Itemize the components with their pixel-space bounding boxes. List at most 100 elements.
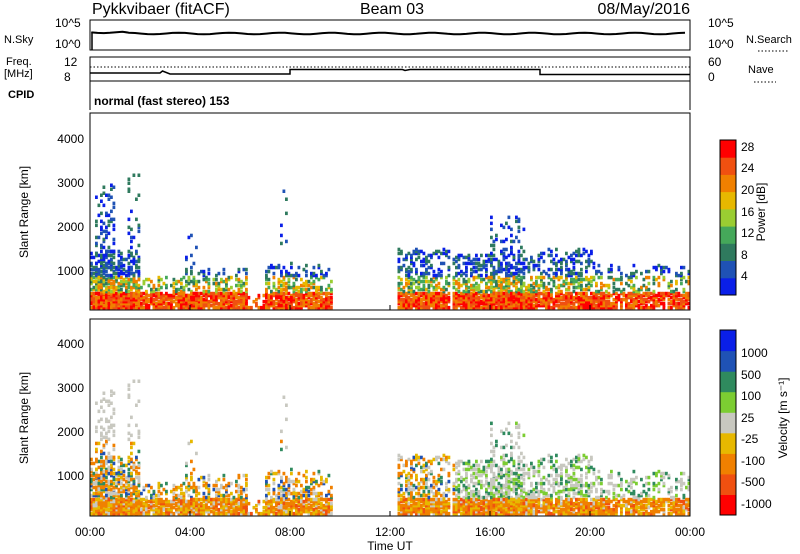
velocity-cell	[107, 451, 111, 456]
power-cell	[137, 225, 141, 230]
power-cell	[522, 227, 526, 232]
velocity-cell	[177, 497, 181, 502]
power-cell	[430, 291, 433, 296]
power-cell	[662, 301, 666, 306]
velocity-cell	[425, 497, 428, 502]
power-cell	[572, 295, 576, 300]
velocity-cell	[115, 499, 118, 504]
velocity-cell	[245, 509, 248, 514]
power-cell	[190, 293, 193, 298]
velocity-cell	[97, 489, 101, 494]
velocity-cell	[317, 511, 321, 516]
power-cell	[90, 271, 93, 276]
power-cell	[577, 271, 581, 276]
power-cell	[230, 297, 233, 302]
power-cell	[607, 299, 611, 304]
power-cell	[127, 269, 131, 274]
power-cell	[102, 293, 106, 298]
velocity-cell	[105, 507, 108, 512]
power-cell	[472, 283, 476, 288]
velocity-cell	[115, 485, 118, 490]
power-cell	[585, 297, 588, 302]
velocity-cell	[407, 495, 411, 500]
power-cell	[505, 295, 508, 300]
power-cell	[92, 293, 96, 298]
power-cell	[397, 299, 401, 304]
velocity-cell	[300, 507, 303, 512]
velocity-cell	[435, 479, 438, 484]
power-cell	[92, 265, 96, 270]
power-cell	[500, 291, 503, 296]
velocity-cell	[397, 487, 401, 492]
power-cell	[280, 279, 283, 284]
velocity-cell	[427, 495, 431, 500]
power-cell	[432, 295, 436, 300]
power-cell	[505, 301, 508, 306]
power-cell	[585, 295, 588, 300]
power-cell	[585, 249, 588, 254]
power-cell	[402, 293, 406, 298]
velocity-cell	[110, 463, 113, 468]
power-cell	[427, 253, 431, 258]
power-cell	[687, 271, 691, 276]
velocity-cell	[137, 503, 141, 508]
velocity-cell	[90, 501, 93, 506]
velocity-cell	[100, 495, 103, 500]
velocity-cell	[130, 465, 133, 470]
power-cell	[515, 215, 518, 220]
power-cell	[492, 297, 496, 302]
power-cell	[497, 275, 501, 280]
velocity-cell	[415, 453, 418, 458]
velocity-cell	[227, 493, 231, 498]
velocity-cell	[97, 473, 101, 478]
velocity-cell	[135, 505, 138, 510]
power-cell	[607, 291, 611, 296]
power-cell	[642, 297, 646, 302]
power-cell	[512, 295, 516, 300]
freq-label-top: Freq.	[6, 56, 32, 68]
power-cell	[465, 261, 468, 266]
velocity-cell	[277, 495, 281, 500]
power-cell	[455, 295, 458, 300]
velocity-cell	[287, 483, 291, 488]
power-cell	[277, 295, 281, 300]
velocity-cell	[127, 505, 131, 510]
power-cell	[277, 277, 281, 282]
power-cell	[427, 299, 431, 304]
power-cell	[477, 267, 481, 272]
velocity-cell	[422, 497, 426, 502]
power-cell	[135, 251, 138, 256]
velocity-cell	[417, 457, 421, 462]
power-cell	[587, 261, 591, 266]
power-cell	[230, 295, 233, 300]
velocity-cell	[430, 485, 433, 490]
power-cell	[112, 223, 116, 228]
power-cell	[545, 299, 548, 304]
power-cell	[297, 285, 301, 290]
power-cell	[130, 301, 133, 306]
power-cell	[545, 305, 548, 310]
velocity-cell	[207, 497, 211, 502]
power-cell	[227, 295, 231, 300]
power-cell	[425, 261, 428, 266]
power-cell	[192, 291, 196, 296]
power-cell	[490, 243, 493, 248]
power-cell	[415, 291, 418, 296]
power-cell	[587, 279, 591, 284]
power-cell	[282, 287, 286, 292]
power-cell	[555, 285, 558, 290]
power-cell	[532, 297, 536, 302]
velocity-cell	[192, 481, 196, 486]
power-cell	[565, 273, 568, 278]
velocity-cell	[137, 399, 141, 403]
velocity-cell	[447, 505, 451, 510]
velocity-cell	[312, 487, 316, 492]
velocity-cell	[285, 479, 288, 484]
power-cell	[525, 305, 528, 310]
power-cell	[647, 281, 651, 286]
velocity-cell	[260, 511, 263, 516]
power-cell	[402, 289, 406, 294]
power-cell	[100, 231, 103, 236]
power-cell	[475, 295, 478, 300]
velocity-cell	[117, 505, 121, 510]
